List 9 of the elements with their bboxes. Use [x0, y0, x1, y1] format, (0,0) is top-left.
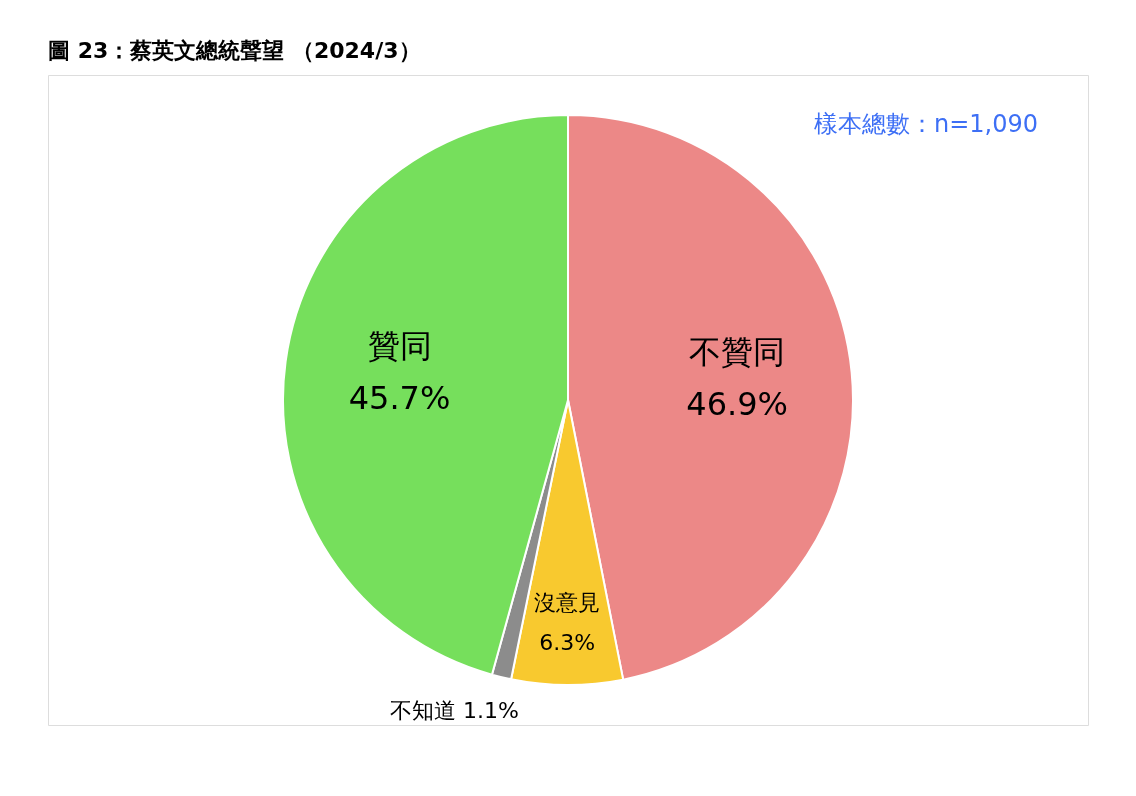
slice-label: 不贊同	[689, 333, 786, 372]
slice-label: 贊同	[367, 327, 432, 366]
slice-label: 不知道 1.1%	[390, 698, 519, 724]
data-label: 46.9%	[686, 385, 789, 424]
data-label: 45.7%	[348, 379, 451, 418]
data-label: 6.3%	[539, 630, 596, 655]
slice-label: 沒意見	[534, 590, 601, 615]
chart-title: 圖 23：蔡英文總統聲望 （2024/3）	[48, 38, 421, 63]
text: 樣本總數：n=1,090	[813, 110, 1038, 138]
